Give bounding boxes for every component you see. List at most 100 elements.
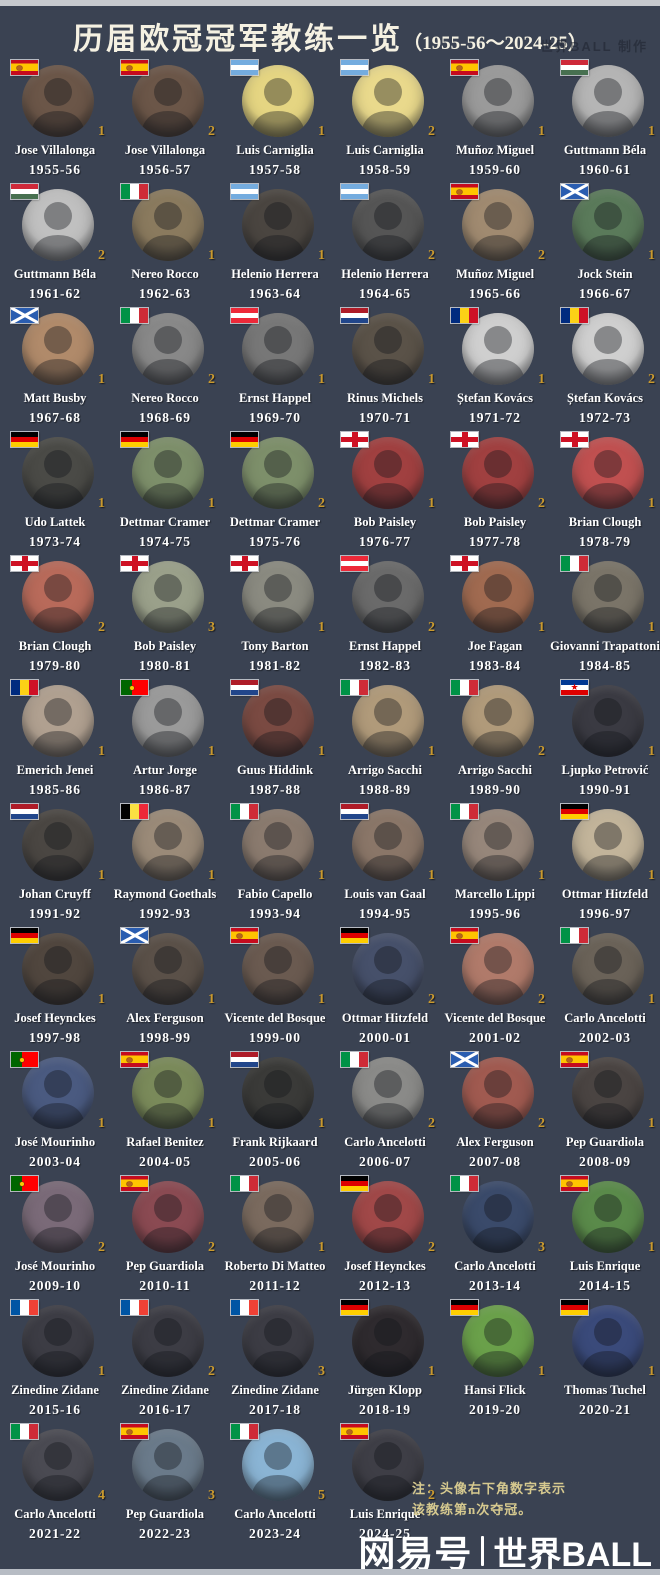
coach-name: Ottmar Hitzfeld	[561, 887, 649, 901]
country-flag-icon	[11, 308, 38, 323]
win-count-badge: 1	[98, 496, 105, 511]
coach-name: Helenio Herrera	[231, 267, 319, 281]
country-flag-icon	[341, 184, 368, 199]
netease-brand-text: 网易号	[358, 1534, 473, 1575]
coach-name: Vicente del Bosque	[224, 1011, 326, 1025]
person-silhouette-icon	[250, 450, 306, 509]
country-flag-icon	[231, 556, 258, 571]
season-label: 1977-78	[469, 534, 521, 549]
win-count-badge: 1	[648, 1364, 655, 1379]
season-label: 1979-80	[29, 658, 81, 673]
season-label: 2010-11	[139, 1278, 191, 1293]
coach-name: Luis Enrique	[349, 1507, 421, 1521]
coach-name: Artur Jorge	[133, 763, 197, 777]
season-label: 1958-59	[359, 162, 411, 177]
person-silhouette-icon	[250, 698, 306, 757]
win-count-badge: 2	[538, 1116, 545, 1131]
publisher-logo: 网易号 世界BALL	[358, 1524, 652, 1575]
coach-cell-2015-16: 1 Zinedine Zidane 2015-16	[0, 1300, 110, 1426]
season-label: 2001-02	[469, 1030, 521, 1045]
coach-portrait	[132, 1181, 204, 1253]
coach-cell-1962-63: 1 Nereo Rocco 1962-63	[110, 184, 220, 310]
coach-name: Luis Carniglia	[236, 143, 314, 157]
win-count-badge: 2	[648, 372, 655, 387]
coach-cell-1995-96: 1 Marcello Lippi 1995-96	[440, 804, 550, 930]
bottom-border-strip	[0, 1569, 660, 1575]
coach-portrait	[352, 65, 424, 137]
person-silhouette-icon	[470, 574, 526, 633]
coach-name: Bob Paisley	[133, 639, 197, 653]
coach-name: Jose Villalonga	[124, 143, 206, 157]
coach-cell-1999-00: 1 Vicente del Bosque 1999-00	[220, 928, 330, 1054]
season-label: 2006-07	[359, 1154, 411, 1169]
coach-cell-1970-71: 1 Rinus Michels 1970-71	[330, 308, 440, 434]
coach-cell-1972-73: 2 Ștefan Kovács 1972-73	[550, 308, 660, 434]
coach-portrait	[462, 65, 534, 137]
country-flag-icon	[561, 1176, 588, 1191]
country-flag-icon	[451, 556, 478, 571]
season-label: 1965-66	[469, 286, 521, 301]
coach-cell-1966-67: 1 Jock Stein 1966-67	[550, 184, 660, 310]
country-flag-icon	[231, 928, 258, 943]
coach-portrait	[22, 1305, 94, 1377]
country-flag-icon	[341, 680, 368, 695]
person-silhouette-icon	[360, 450, 416, 509]
win-count-badge: 2	[98, 620, 105, 635]
coach-name: Bob Paisley	[463, 515, 527, 529]
coach-portrait	[132, 189, 204, 261]
win-count-badge: 1	[428, 372, 435, 387]
person-silhouette-icon	[360, 946, 416, 1005]
win-count-badge: 2	[538, 248, 545, 263]
coach-portrait	[132, 1305, 204, 1377]
coach-name: Giovanni Trapattoni	[550, 639, 660, 653]
person-silhouette-icon	[30, 1194, 86, 1253]
coach-cell-1990-91: ★ 1 Ljupko Petrović 1990-91	[550, 680, 660, 806]
coach-cell-2000-01: 2 Ottmar Hitzfeld 2000-01	[330, 928, 440, 1054]
coach-cell-2013-14: 3 Carlo Ancelotti 2013-14	[440, 1176, 550, 1302]
win-count-badge: 1	[318, 248, 325, 263]
coach-cell-1971-72: 1 Ștefan Kovács 1971-72	[440, 308, 550, 434]
person-silhouette-icon	[360, 574, 416, 633]
win-count-badge: 1	[648, 868, 655, 883]
person-silhouette-icon	[360, 1194, 416, 1253]
person-silhouette-icon	[250, 822, 306, 881]
country-flag-icon	[341, 556, 368, 571]
coach-portrait	[242, 65, 314, 137]
country-flag-icon	[341, 308, 368, 323]
coach-portrait	[462, 561, 534, 633]
country-flag-icon	[121, 184, 148, 199]
coach-portrait	[22, 437, 94, 509]
coach-cell-1981-82: 1 Tony Barton 1981-82	[220, 556, 330, 682]
season-label: 1955-56	[29, 162, 81, 177]
coach-cell-1973-74: 1 Udo Lattek 1973-74	[0, 432, 110, 558]
coach-portrait	[352, 437, 424, 509]
person-silhouette-icon	[30, 1442, 86, 1501]
coach-portrait	[352, 1429, 424, 1501]
coach-portrait	[22, 685, 94, 757]
country-flag-icon	[451, 804, 478, 819]
person-silhouette-icon	[30, 1318, 86, 1377]
season-label: 2022-23	[139, 1526, 191, 1541]
season-label: 1960-61	[579, 162, 631, 177]
coach-cell-2016-17: 2 Zinedine Zidane 2016-17	[110, 1300, 220, 1426]
person-silhouette-icon	[580, 326, 636, 385]
coach-name: Pep Guardiola	[125, 1507, 205, 1521]
country-flag-icon	[11, 1424, 38, 1439]
country-flag-icon	[451, 308, 478, 323]
coach-cell-2024-25: 2 Luis Enrique 2024-25	[330, 1424, 440, 1550]
coach-cell-1969-70: 1 Ernst Happel 1969-70	[220, 308, 330, 434]
win-count-badge: 1	[208, 248, 215, 263]
win-count-badge: 2	[428, 1488, 435, 1503]
season-label: 1987-88	[249, 782, 301, 797]
coach-cell-2014-15: 1 Luis Enrique 2014-15	[550, 1176, 660, 1302]
page-title: 历届欧冠冠军教练一览（1955-56～2024-25）	[0, 14, 660, 58]
country-flag-icon	[451, 1176, 478, 1191]
coach-portrait	[22, 65, 94, 137]
person-silhouette-icon	[30, 450, 86, 509]
season-label: 2019-20	[469, 1402, 521, 1417]
coach-portrait	[132, 437, 204, 509]
coach-cell-2007-08: 2 Alex Ferguson 2007-08	[440, 1052, 550, 1178]
coach-cell-2012-13: 2 Josef Heynckes 2012-13	[330, 1176, 440, 1302]
country-flag-icon	[231, 308, 258, 323]
season-label: 1969-70	[249, 410, 301, 425]
